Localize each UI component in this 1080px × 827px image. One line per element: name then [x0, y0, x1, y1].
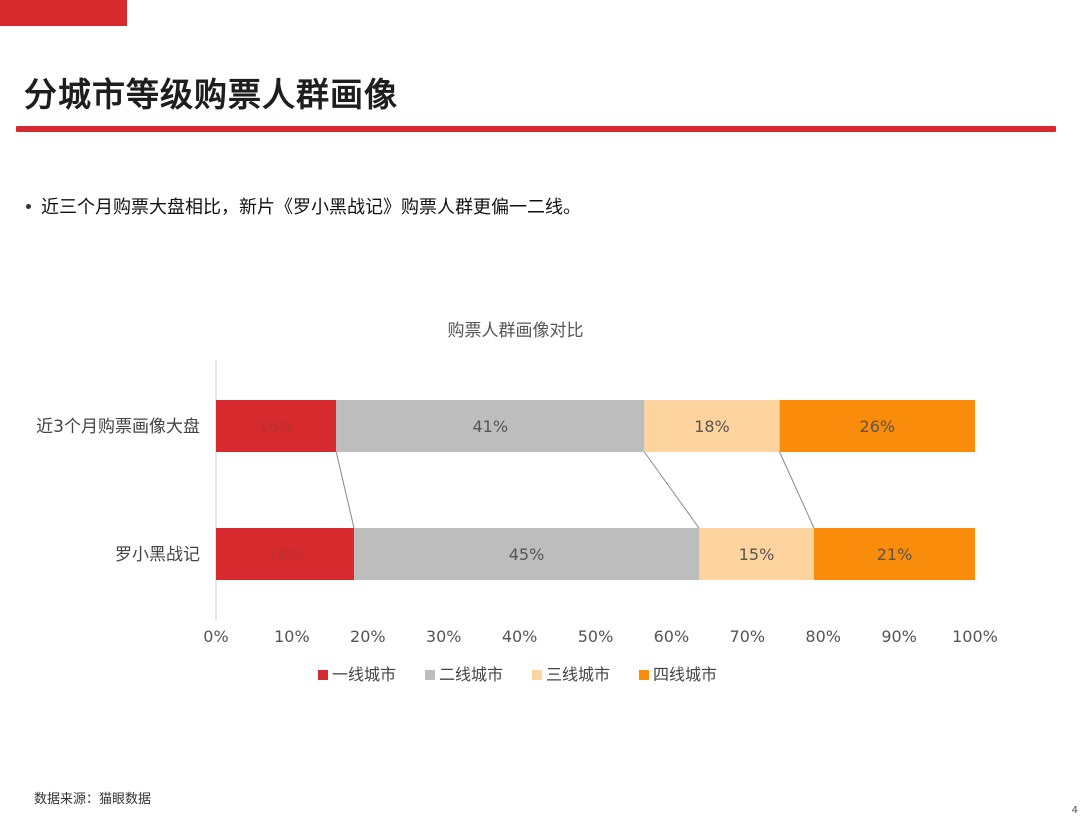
- corner-accent-block: [0, 0, 127, 26]
- x-tick-label: 0%: [203, 627, 228, 646]
- x-tick-label: 30%: [426, 627, 462, 646]
- data-label: 18%: [267, 545, 303, 564]
- legend-label: 三线城市: [546, 665, 610, 684]
- bar-segment: [779, 400, 975, 452]
- title-divider: [16, 126, 1056, 132]
- data-label: 15%: [739, 545, 775, 564]
- bar-segment: [814, 528, 975, 580]
- x-tick-label: 40%: [502, 627, 538, 646]
- legend-swatch: [425, 670, 435, 680]
- legend-label: 四线城市: [653, 665, 717, 684]
- category-label: 近3个月购票画像大盘: [36, 417, 200, 437]
- bar-segment: [699, 528, 814, 580]
- data-label: 41%: [473, 417, 509, 436]
- bar-segment: [216, 400, 337, 452]
- page-number: 4: [1071, 805, 1078, 816]
- bullet-point: 近三个月购票大盘相比，新片《罗小黑战记》购票人群更偏一二线。: [26, 193, 581, 219]
- page-title: 分城市等级购票人群画像: [24, 75, 398, 114]
- data-label: 26%: [860, 417, 896, 436]
- x-tick-label: 60%: [654, 627, 690, 646]
- legend-swatch: [318, 670, 328, 680]
- bar-segment: [644, 400, 780, 452]
- bar-segment: [336, 400, 645, 452]
- bullet-text: 近三个月购票大盘相比，新片《罗小黑战记》购票人群更偏一二线。: [41, 197, 581, 218]
- bullet-dot-icon: [26, 203, 31, 209]
- data-label: 21%: [877, 545, 913, 564]
- data-label: 45%: [509, 545, 545, 564]
- x-tick-label: 20%: [350, 627, 386, 646]
- bar-segment: [216, 528, 354, 580]
- x-tick-label: 90%: [881, 627, 917, 646]
- data-source-note: 数据来源：猫眼数据: [34, 792, 152, 807]
- bar-segment: [354, 528, 699, 580]
- data-label: 16%: [258, 417, 294, 436]
- legend-swatch: [532, 670, 542, 680]
- x-tick-label: 70%: [730, 627, 766, 646]
- x-tick-label: 10%: [274, 627, 310, 646]
- chart-title: 购票人群画像对比: [448, 321, 584, 341]
- series-connector-line: [335, 451, 355, 529]
- series-connector-line: [643, 451, 700, 529]
- x-tick-label: 50%: [578, 627, 614, 646]
- legend-label: 一线城市: [332, 665, 396, 684]
- legend-label: 二线城市: [439, 665, 503, 684]
- category-label: 罗小黑战记: [115, 545, 200, 565]
- legend-swatch: [639, 670, 649, 680]
- series-connector-line: [779, 451, 815, 529]
- x-tick-label: 100%: [952, 627, 998, 646]
- data-label: 18%: [694, 417, 730, 436]
- chart-container: 购票人群画像对比近3个月购票画像大盘 16% 41% 18% 26% 罗小黑战记 18% 45…: [0, 300, 1080, 720]
- x-tick-label: 80%: [805, 627, 841, 646]
